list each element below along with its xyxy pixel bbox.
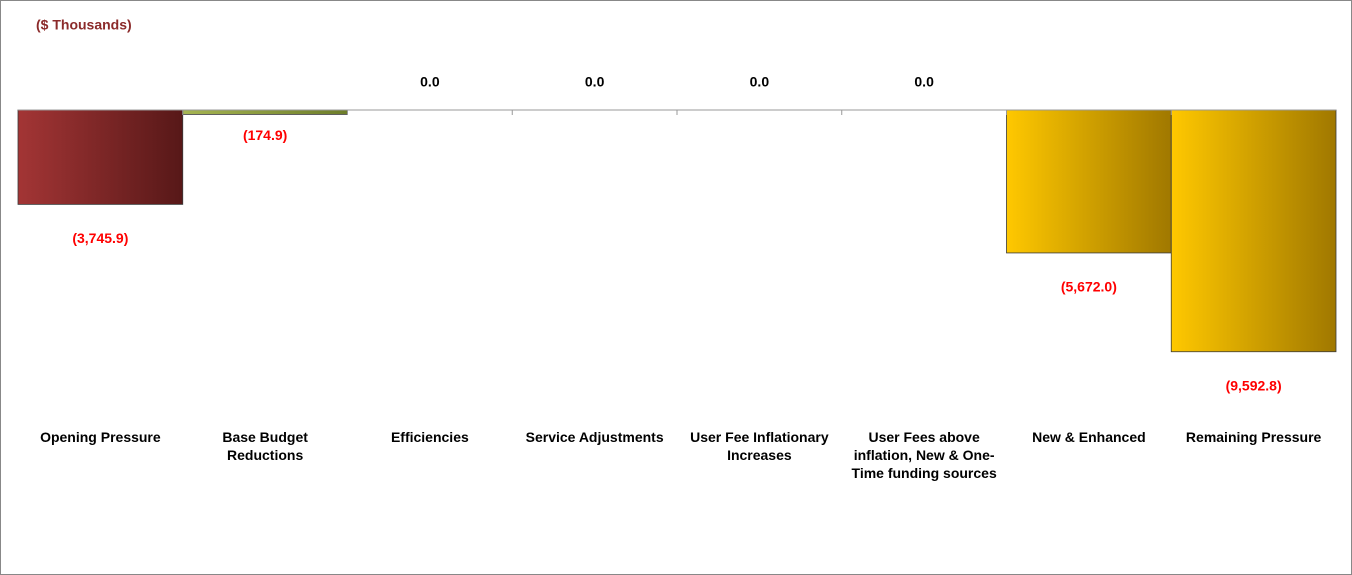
x-tick-label: Service Adjustments — [525, 429, 664, 445]
x-tick-label: User Fee Inflationary Increases — [690, 429, 829, 463]
chart-title: ($ Thousands) — [36, 17, 132, 33]
bar — [182, 109, 348, 115]
value-label: 0.0 — [420, 74, 440, 90]
value-label: (9,592.8) — [1226, 377, 1282, 393]
value-label: 0.0 — [750, 74, 770, 90]
x-tick-label: User Fees above inflation, New & One-Tim… — [851, 429, 997, 481]
bar — [17, 109, 184, 205]
bar — [1170, 109, 1337, 353]
x-tick-label: Opening Pressure — [40, 429, 161, 445]
x-tick-label: Base Budget Reductions — [222, 429, 308, 463]
x-tick-label: Efficiencies — [390, 429, 469, 445]
x-tick-label: New & Enhanced — [1032, 429, 1146, 445]
value-label: 0.0 — [914, 74, 934, 90]
bar — [1006, 109, 1172, 254]
x-tick-label: Remaining Pressure — [1185, 429, 1322, 445]
value-label: 0.0 — [585, 74, 605, 90]
value-label: (174.9) — [243, 127, 287, 143]
value-label: (5,672.0) — [1061, 279, 1117, 295]
value-label: (3,745.9) — [72, 230, 128, 246]
